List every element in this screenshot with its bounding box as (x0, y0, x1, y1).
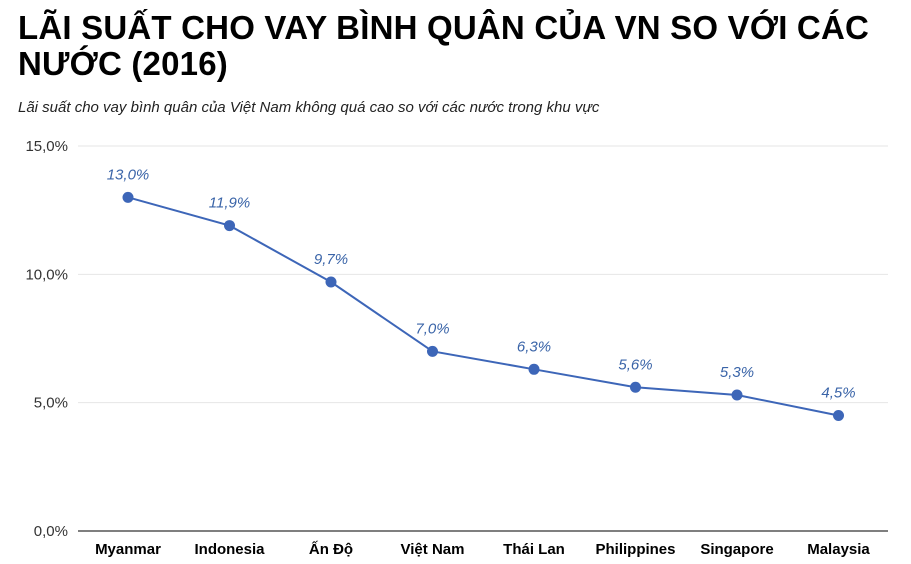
data-label: 9,7% (314, 251, 348, 268)
data-label: 6,3% (517, 338, 551, 355)
data-point (833, 410, 844, 421)
x-tick-label: Malaysia (807, 541, 870, 558)
x-tick-label: Việt Nam (401, 541, 465, 558)
x-tick-label: Philippines (595, 541, 675, 558)
data-label: 5,3% (720, 364, 754, 381)
data-label: 11,9% (209, 195, 250, 212)
x-tick-label: Myanmar (95, 541, 161, 558)
y-tick-label: 10,0% (25, 266, 68, 283)
y-tick-label: 0,0% (34, 523, 68, 540)
data-point (427, 345, 438, 357)
x-tick-label: Thái Lan (503, 541, 565, 558)
data-label: 7,0% (415, 320, 449, 337)
y-tick-label: 5,0% (34, 395, 68, 412)
data-point (122, 191, 134, 203)
x-tick-label: Singapore (700, 541, 773, 558)
y-tick-label: 15,0% (25, 138, 68, 155)
data-point (731, 389, 743, 401)
chart-subtitle: Lãi suất cho vay bình quân của Việt Nam … (18, 99, 600, 116)
chart-title: LÃI SUẤT CHO VAY BÌNH QUÂN CỦA VN SO VỚI… (18, 9, 870, 82)
data-label: 13,0% (107, 166, 150, 183)
data-point (224, 220, 235, 232)
x-tick-label: Indonesia (194, 541, 265, 558)
data-point (630, 381, 641, 393)
data-label: 5,6% (618, 356, 652, 373)
data-label: 4,5% (821, 385, 855, 402)
x-tick-label: Ấn Độ (309, 541, 353, 558)
series-line (127, 196, 839, 417)
data-point (325, 276, 337, 288)
data-point (528, 363, 540, 375)
